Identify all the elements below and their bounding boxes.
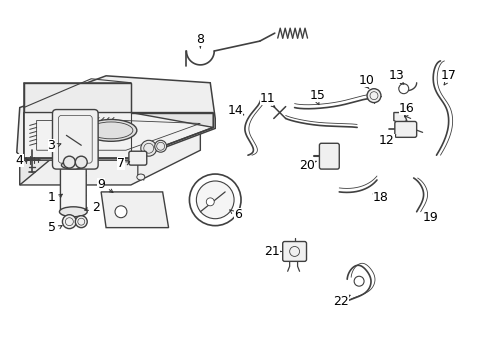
Polygon shape xyxy=(101,192,168,228)
Polygon shape xyxy=(17,76,215,160)
Text: 16: 16 xyxy=(398,102,414,115)
Circle shape xyxy=(75,156,87,168)
Circle shape xyxy=(398,84,408,94)
Text: 14: 14 xyxy=(227,104,243,117)
Circle shape xyxy=(154,140,166,152)
Circle shape xyxy=(196,181,234,219)
Text: 2: 2 xyxy=(92,201,100,214)
Ellipse shape xyxy=(85,120,137,141)
Text: 5: 5 xyxy=(47,221,55,234)
Text: 1: 1 xyxy=(47,192,55,204)
Text: 18: 18 xyxy=(372,192,388,204)
FancyBboxPatch shape xyxy=(282,242,306,261)
Text: 15: 15 xyxy=(309,89,325,102)
Text: 21: 21 xyxy=(264,245,279,258)
Text: 19: 19 xyxy=(422,211,438,224)
Circle shape xyxy=(62,215,76,229)
FancyBboxPatch shape xyxy=(129,151,146,165)
Ellipse shape xyxy=(60,207,87,217)
FancyBboxPatch shape xyxy=(61,163,86,215)
Polygon shape xyxy=(24,113,213,158)
Circle shape xyxy=(353,276,364,286)
Circle shape xyxy=(115,206,127,218)
Text: 7: 7 xyxy=(117,157,125,170)
Ellipse shape xyxy=(137,174,144,180)
Text: 22: 22 xyxy=(333,294,348,307)
Text: 3: 3 xyxy=(47,139,55,152)
Circle shape xyxy=(75,216,87,228)
Polygon shape xyxy=(131,113,213,158)
FancyBboxPatch shape xyxy=(394,121,416,137)
Circle shape xyxy=(206,198,214,206)
Text: 12: 12 xyxy=(378,134,394,147)
Polygon shape xyxy=(20,125,200,185)
Polygon shape xyxy=(24,83,131,113)
Text: 17: 17 xyxy=(440,69,455,82)
Text: 6: 6 xyxy=(234,208,242,221)
Text: 13: 13 xyxy=(388,69,404,82)
Circle shape xyxy=(63,156,75,168)
Ellipse shape xyxy=(61,161,85,169)
Text: 11: 11 xyxy=(260,92,275,105)
FancyBboxPatch shape xyxy=(52,109,98,169)
Circle shape xyxy=(141,140,156,156)
Circle shape xyxy=(189,174,241,226)
Polygon shape xyxy=(393,113,406,125)
Text: 8: 8 xyxy=(196,33,204,46)
Text: 10: 10 xyxy=(358,74,374,87)
Text: 4: 4 xyxy=(16,154,23,167)
Text: 20: 20 xyxy=(299,159,315,172)
Circle shape xyxy=(366,89,380,103)
Text: 9: 9 xyxy=(97,179,105,192)
Polygon shape xyxy=(20,111,200,185)
FancyBboxPatch shape xyxy=(319,143,339,169)
